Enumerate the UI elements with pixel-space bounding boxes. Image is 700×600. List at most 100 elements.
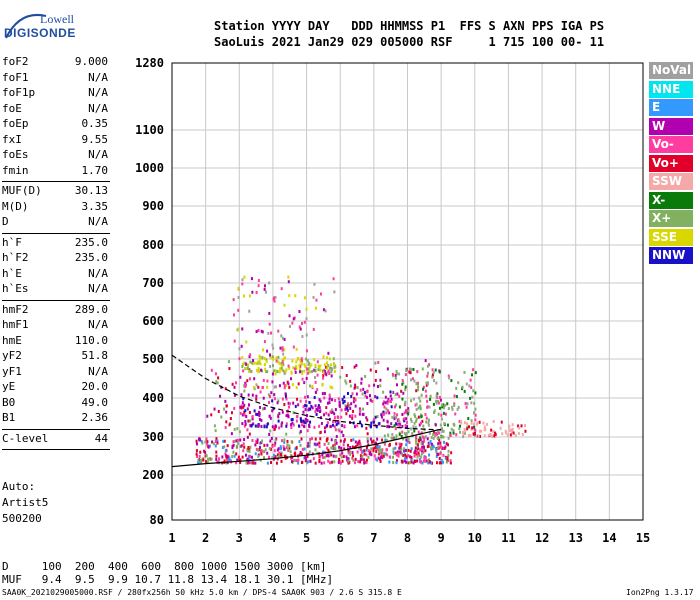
echo-point [301, 447, 304, 451]
echo-point [418, 457, 421, 461]
echo-point [243, 275, 246, 279]
echo-point [333, 290, 336, 294]
echo-point [281, 346, 284, 350]
param-name: hmE [2, 333, 22, 347]
echo-point [304, 403, 307, 407]
echo-point [388, 411, 391, 415]
echo-point [335, 435, 338, 439]
echo-point [224, 452, 227, 456]
echo-point [315, 412, 318, 416]
echo-point [243, 445, 246, 449]
echo-point [415, 419, 418, 423]
echo-point [346, 458, 349, 462]
echo-point [395, 369, 398, 373]
echo-point [252, 461, 255, 465]
echo-point [390, 436, 393, 440]
echo-point [365, 445, 368, 449]
echo-point [222, 439, 225, 443]
echo-point [401, 412, 404, 416]
echo-point [403, 448, 406, 452]
echo-point [195, 452, 198, 456]
echo-point [414, 425, 417, 429]
legend-item: SSE [649, 228, 693, 246]
echo-point [347, 459, 350, 463]
echo-point [237, 286, 240, 290]
echo-point [404, 434, 407, 438]
echo-point [407, 407, 410, 411]
echo-point [424, 413, 427, 417]
echo-point [392, 461, 395, 465]
echo-point [266, 443, 269, 447]
echo-point [248, 410, 251, 414]
echo-point [271, 343, 274, 347]
echo-point [325, 361, 328, 365]
echo-point [440, 460, 443, 464]
echo-point [214, 439, 217, 443]
echo-point [249, 360, 252, 364]
echo-point [438, 370, 441, 374]
param-name: foEp [2, 117, 29, 130]
echo-point [233, 406, 236, 410]
echo-point [480, 429, 483, 433]
echo-point [210, 457, 213, 461]
echo-point [256, 424, 259, 428]
echo-point [416, 455, 419, 459]
separator-line [2, 299, 110, 301]
echo-point [361, 392, 364, 396]
echo-point [255, 394, 258, 398]
echo-point [457, 405, 460, 409]
echo-point [438, 461, 441, 465]
echo-point [323, 413, 326, 417]
echo-point [343, 447, 346, 451]
echo-point [305, 357, 308, 361]
echo-point [283, 356, 286, 360]
echo-point [278, 384, 281, 388]
echo-point [366, 432, 369, 436]
separator-line [2, 449, 110, 450]
echo-point [326, 366, 329, 370]
echo-point [427, 458, 430, 462]
echo-point [427, 421, 430, 425]
echo-point [405, 449, 408, 453]
param-value: N/A [88, 266, 108, 280]
echo-point [395, 437, 398, 441]
echo-point [232, 450, 235, 454]
echo-point [274, 439, 277, 443]
echo-point [304, 455, 307, 459]
echo-point [238, 357, 241, 361]
legend-item: Vo- [649, 136, 693, 153]
echo-point [345, 373, 348, 377]
echo-point [254, 452, 257, 456]
param-name: foF1p [2, 86, 36, 99]
echo-point [375, 425, 378, 429]
echo-point [510, 428, 513, 432]
echo-point [278, 370, 281, 374]
echo-point [214, 372, 217, 376]
echo-point [237, 442, 240, 446]
echo-point [257, 367, 260, 371]
echo-point [436, 436, 439, 440]
echo-point [318, 458, 321, 462]
echo-point [345, 455, 348, 459]
echo-point [426, 374, 429, 378]
echo-point [376, 396, 379, 400]
x-tick-label: 6 [337, 531, 344, 545]
x-tick-label: 5 [303, 531, 310, 545]
echo-point [390, 422, 393, 426]
echo-point [422, 385, 425, 389]
echo-point [250, 455, 253, 459]
echo-point [424, 389, 427, 393]
echo-point [304, 395, 307, 399]
echo-point [337, 421, 340, 425]
param-row: foF1p N/A [2, 86, 108, 102]
echo-point [259, 441, 262, 445]
param-value: N/A [88, 148, 108, 161]
echo-point [288, 294, 291, 298]
echo-point [434, 368, 437, 372]
echo-point [257, 454, 260, 458]
echo-point [395, 422, 398, 426]
param-name: B1 [2, 411, 16, 424]
echo-point [299, 358, 302, 362]
echo-point [396, 422, 399, 426]
echo-point [374, 415, 377, 419]
